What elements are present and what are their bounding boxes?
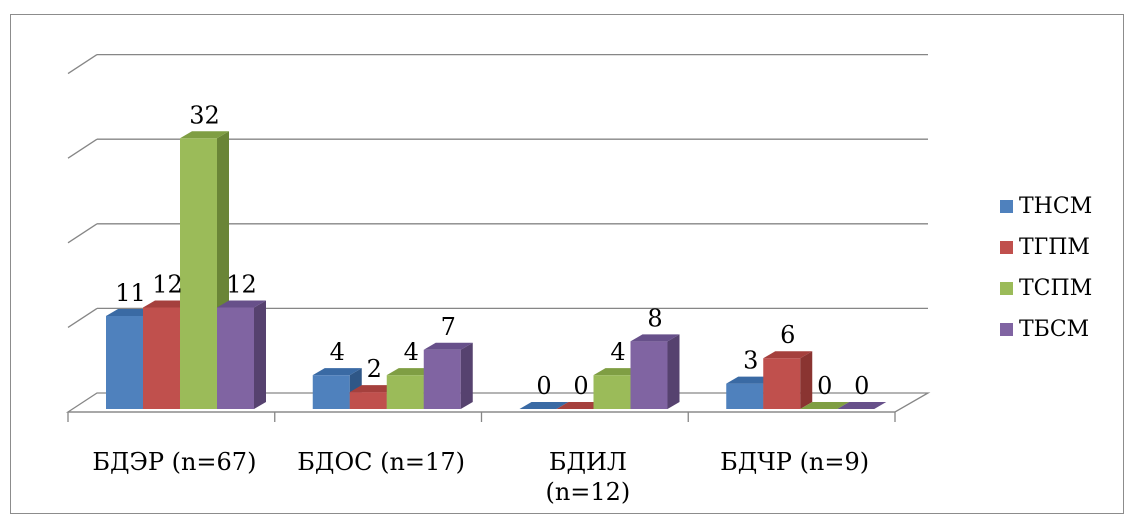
bar-top <box>593 368 643 376</box>
bar-side <box>800 351 813 409</box>
bar <box>423 342 473 409</box>
legend-item-tbsm: ТБСМ <box>1000 309 1092 350</box>
bar-top <box>837 402 887 409</box>
data-label: 7 <box>441 313 456 341</box>
bar-top <box>630 334 680 342</box>
bar-top <box>800 402 850 409</box>
data-label: 8 <box>647 304 662 332</box>
bar <box>217 300 266 409</box>
bar-top <box>423 342 473 350</box>
bar <box>519 402 569 410</box>
bar-front <box>726 383 764 409</box>
bar-top <box>106 308 155 316</box>
gridline-side <box>67 223 98 244</box>
data-label: 0 <box>573 372 588 400</box>
bar-top <box>180 131 229 139</box>
bar-top <box>312 368 362 376</box>
gridline-side <box>67 54 98 75</box>
bar-top <box>143 300 192 308</box>
bar-front <box>349 392 387 409</box>
data-label: 12 <box>226 270 257 298</box>
legend-swatch <box>1000 282 1013 295</box>
bar <box>800 402 850 410</box>
legend-item-tspm: ТСПМ <box>1000 268 1092 309</box>
bar-top <box>556 402 606 409</box>
gridline-side <box>67 138 98 159</box>
data-label: 32 <box>189 101 220 129</box>
x-tick-label: БДОС (n=17) <box>297 448 465 476</box>
bar <box>763 351 813 409</box>
bar-front <box>423 349 461 409</box>
data-label: 4 <box>404 338 419 366</box>
bar-front <box>630 341 668 409</box>
legend-item-tgpm: ТГПМ <box>1000 227 1092 268</box>
bar-front <box>593 375 631 409</box>
category-axis: БДЭР (n=67) БДОС (n=17) БДИЛ (n=12) БДЧР (n=… <box>67 412 896 506</box>
bar-side <box>254 300 266 409</box>
legend-label: ТНСМ <box>1019 193 1093 219</box>
data-label: 0 <box>854 372 869 400</box>
bar-front <box>763 358 801 409</box>
legend-label: ТБСМ <box>1019 316 1090 342</box>
data-label: 12 <box>152 270 183 298</box>
bar-top <box>217 300 266 308</box>
data-label: 11 <box>115 279 146 307</box>
bar-top <box>349 385 399 393</box>
gridline-side <box>67 307 98 328</box>
legend-label: ТГПМ <box>1019 234 1090 260</box>
legend-swatch <box>1000 241 1013 254</box>
bar <box>556 402 606 410</box>
x-tick-label: БДЭР (n=67) <box>92 448 256 476</box>
bar-top <box>763 351 813 359</box>
data-label: 6 <box>780 321 795 349</box>
legend-label: ТСПМ <box>1019 275 1093 301</box>
data-label: 4 <box>610 338 625 366</box>
data-label: 3 <box>743 347 758 375</box>
bar <box>180 131 229 409</box>
bar <box>837 402 887 410</box>
bar-side <box>667 334 680 409</box>
bar-top <box>519 402 569 409</box>
legend-item-thsm: ТНСМ <box>1000 186 1092 227</box>
bar-top <box>386 368 436 376</box>
bar-front <box>217 307 254 409</box>
legend-swatch <box>1000 323 1013 336</box>
data-label: 4 <box>330 338 345 366</box>
data-label: 0 <box>817 372 832 400</box>
bar-front <box>143 307 180 409</box>
data-label: 0 <box>536 372 551 400</box>
data-label: 2 <box>367 355 382 383</box>
bar-front <box>386 375 424 409</box>
x-tick-label: БДЧР (n=9) <box>720 448 869 476</box>
bar-front <box>106 315 143 409</box>
bar-front <box>312 375 350 409</box>
bar <box>630 334 680 409</box>
x-tick-label: БДИЛ (n=12) <box>545 448 630 506</box>
bar-front <box>180 138 217 409</box>
bar-side <box>460 342 473 409</box>
bars <box>106 131 887 410</box>
bar-top <box>726 376 776 384</box>
legend: ТНСМ ТГПМ ТСПМ ТБСМ <box>1000 186 1092 350</box>
legend-swatch <box>1000 200 1013 213</box>
